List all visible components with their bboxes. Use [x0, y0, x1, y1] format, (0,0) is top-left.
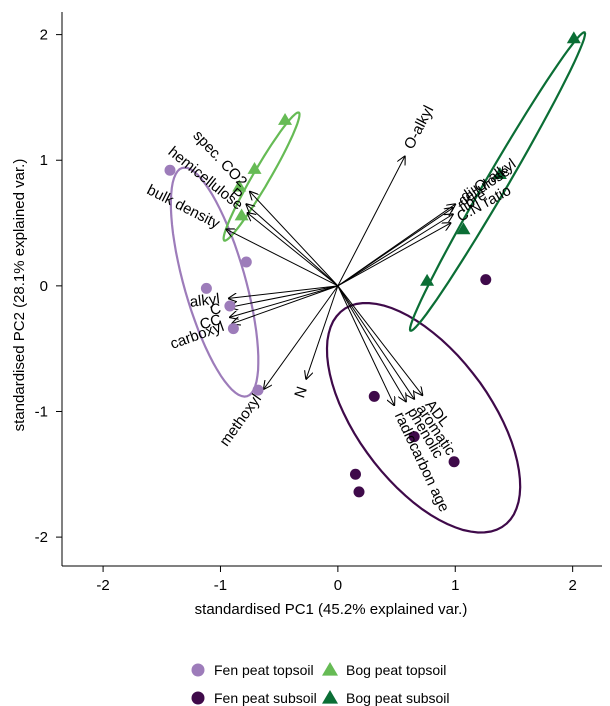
legend-key-fen-peat-topsoil [191, 663, 205, 677]
ellipse-bog-peat-subsoil [408, 31, 587, 332]
loading-arrow-carboxyl [232, 285, 339, 324]
loading-arrow-methoxyl [264, 285, 339, 389]
legend-key-fen-peat-subsoil [191, 691, 205, 705]
loading-arrow-c [230, 285, 338, 307]
legend-label-bog-peat-topsoil: Bog peat topsoil [346, 662, 446, 678]
point-bog-peat-subsoil [492, 167, 507, 179]
legend-label-fen-peat-topsoil: Fen peat topsoil [214, 662, 314, 678]
loading-arrow-phenolic [337, 285, 406, 402]
loading-arrow-adl [337, 285, 423, 395]
point-fen-peat-topsoil [252, 384, 264, 396]
point-bog-peat-subsoil [566, 31, 581, 44]
y-tick-label: -1 [35, 403, 48, 420]
variable-label-carboxyl: carboxyl [168, 318, 226, 353]
loading-arrow-n [306, 285, 339, 379]
loading-arrow-aromatic [337, 285, 414, 399]
x-tick-label: -2 [96, 577, 109, 594]
variable-label-n: N [291, 384, 311, 400]
y-tick-label: 0 [40, 278, 48, 295]
point-fen-peat-topsoil [224, 300, 236, 312]
x-tick-label: -1 [214, 577, 227, 594]
point-fen-peat-subsoil [353, 486, 365, 498]
y-tick-label: 2 [40, 27, 48, 44]
x-tick-label: 1 [451, 577, 459, 594]
variable-label-cc: CC [198, 311, 224, 333]
legend-label-fen-peat-subsoil: Fen peat subsoil [214, 690, 317, 706]
ellipse-fen-peat-subsoil [325, 302, 522, 534]
point-bog-peat-subsoil [420, 273, 435, 286]
point-fen-peat-subsoil [408, 431, 420, 443]
point-bog-peat-topsoil [278, 113, 293, 125]
point-fen-peat-subsoil [349, 468, 361, 480]
loading-arrow-p [246, 204, 339, 287]
variable-label-alkyl: alkyl [189, 290, 221, 310]
point-bog-peat-topsoil [232, 179, 247, 192]
variable-label-c: C [209, 300, 223, 319]
loading-arrow-alkyl [229, 285, 338, 299]
loading-arrow-spec-co2 [250, 192, 339, 287]
point-fen-peat-topsoil [240, 256, 252, 268]
point-fen-peat-topsoil [164, 164, 176, 176]
loading-arrow-radiocarbon-age [337, 285, 394, 405]
y-axis-title: standardised PC2 (28.1% explained var.) [11, 159, 28, 432]
loading-arrow-fibre [337, 214, 453, 287]
loading-arrow-cc [230, 285, 339, 317]
legend-label-bog-peat-subsoil: Bog peat subsoil [346, 690, 450, 706]
legend-key-bog-peat-subsoil [322, 690, 338, 704]
loading-arrow-cellulose [337, 208, 453, 287]
y-tick-label: -2 [35, 529, 48, 546]
point-fen-peat-subsoil [448, 456, 460, 468]
point-bog-peat-subsoil [456, 222, 471, 235]
loading-arrow-o-alkyl [337, 156, 405, 287]
loading-arrow-hemicellulose [247, 213, 339, 287]
point-fen-peat-subsoil [480, 274, 492, 286]
loading-arrow-c-n-ratio [337, 223, 451, 287]
variable-label-o-alkyl: O-alkyl [401, 103, 438, 152]
ellipse-fen-peat-topsoil [169, 166, 260, 398]
point-fen-peat-topsoil [227, 323, 239, 335]
x-tick-label: 0 [334, 577, 342, 594]
point-bog-peat-topsoil [247, 162, 262, 174]
x-axis-title: standardised PC1 (45.2% explained var.) [195, 601, 468, 618]
legend-key-bog-peat-topsoil [322, 662, 338, 676]
point-bog-peat-topsoil [234, 208, 249, 221]
variable-label-methoxyl: methoxyl [216, 391, 265, 450]
point-fen-peat-topsoil [200, 282, 212, 294]
y-tick-label: 1 [40, 152, 48, 169]
x-tick-label: 2 [568, 577, 576, 594]
loading-arrow-bulk-density [226, 229, 339, 287]
point-fen-peat-subsoil [368, 390, 380, 402]
ellipse-bog-peat-topsoil [222, 111, 301, 242]
